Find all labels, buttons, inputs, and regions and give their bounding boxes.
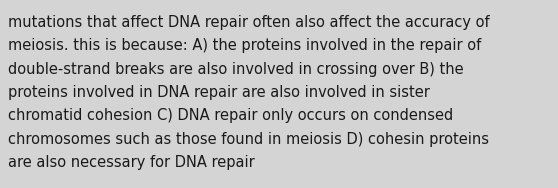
Text: meiosis. this is because: A) the proteins involved in the repair of: meiosis. this is because: A) the protein… <box>8 38 481 53</box>
Text: chromatid cohesion C) DNA repair only occurs on condensed: chromatid cohesion C) DNA repair only oc… <box>8 108 453 123</box>
Text: mutations that affect DNA repair often also affect the accuracy of: mutations that affect DNA repair often a… <box>8 15 489 30</box>
Text: chromosomes such as those found in meiosis D) cohesin proteins: chromosomes such as those found in meios… <box>8 132 489 147</box>
Text: are also necessary for DNA repair: are also necessary for DNA repair <box>8 155 255 170</box>
Text: double-strand breaks are also involved in crossing over B) the: double-strand breaks are also involved i… <box>8 62 464 77</box>
Text: proteins involved in DNA repair are also involved in sister: proteins involved in DNA repair are also… <box>8 85 430 100</box>
